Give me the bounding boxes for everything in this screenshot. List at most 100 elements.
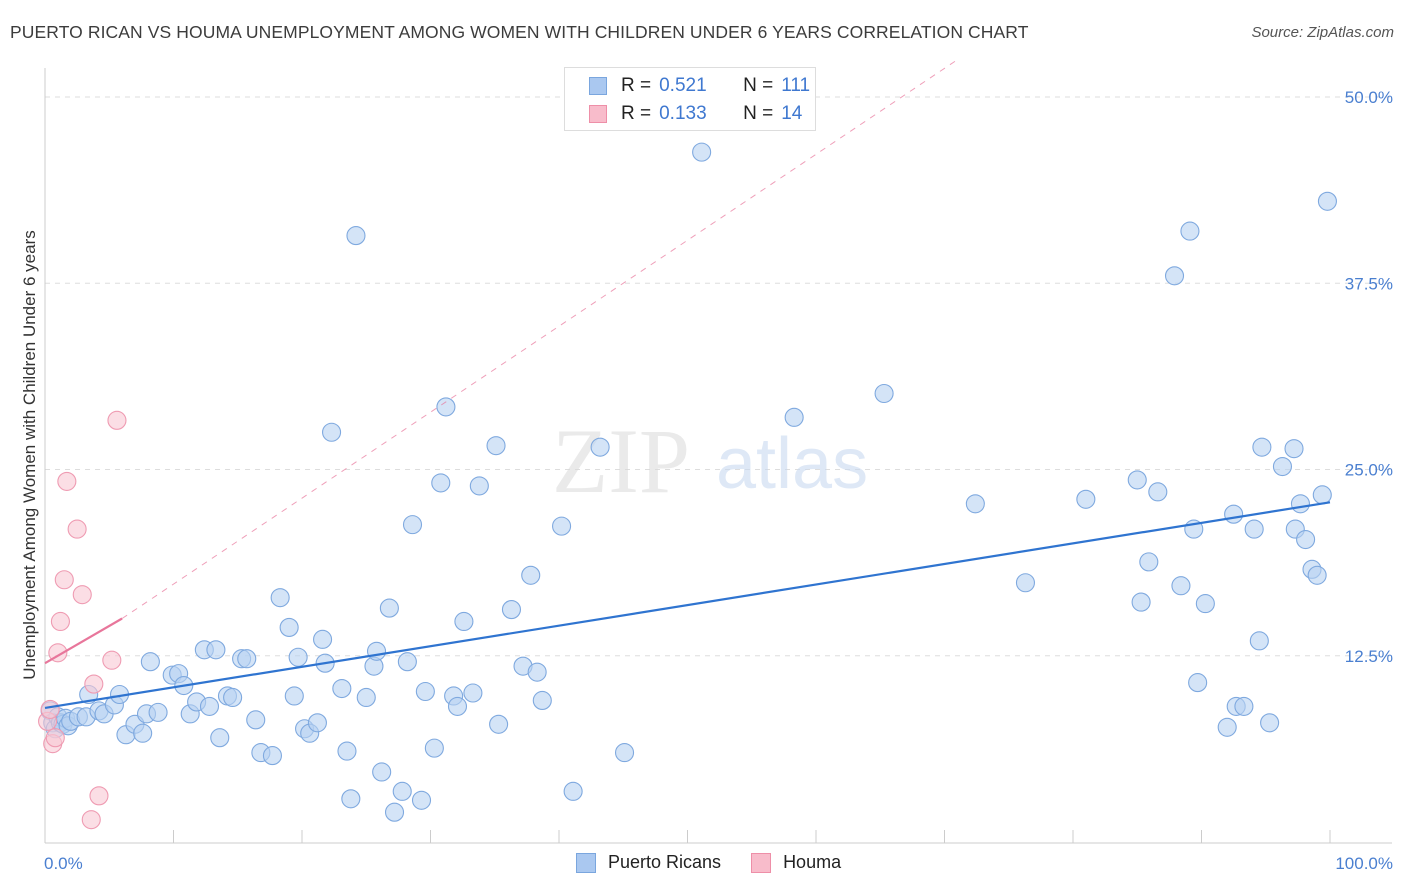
puerto-rican-point [965, 494, 985, 514]
puerto-rican-point [590, 437, 610, 457]
houma-points [38, 410, 127, 830]
legend-r-label: R = [621, 75, 652, 96]
legend-n-value: 111 [781, 75, 811, 96]
puerto-rican-point [332, 678, 352, 699]
source-credit: Source: ZipAtlas.com [1251, 24, 1394, 41]
chart-title: PUERTO RICAN VS HOUMA UNEMPLOYMENT AMONG… [10, 22, 1029, 42]
legend-r-label: R = [621, 103, 652, 124]
puerto-rican-point [447, 696, 468, 716]
houma-trend-extension [121, 59, 958, 619]
series-legend: Puerto Ricans Houma [576, 852, 871, 873]
series-swatch-pink [751, 852, 772, 873]
puerto-rican-point [1252, 437, 1272, 457]
puerto-rican-point [210, 728, 230, 748]
series-name: Puerto Ricans [608, 852, 722, 872]
puerto-rican-point [402, 515, 423, 535]
houma-point [54, 570, 74, 590]
puerto-rican-point [1148, 482, 1168, 502]
puerto-rican-point [140, 652, 160, 672]
puerto-rican-point [1180, 221, 1200, 241]
puerto-rican-point [148, 702, 168, 722]
puerto-rican-point [501, 600, 522, 620]
legend-swatch-pink [589, 105, 607, 123]
puerto-rican-point [552, 516, 572, 536]
puerto-rican-point [366, 641, 387, 661]
puerto-rican-point [307, 713, 327, 733]
puerto-rican-point [341, 789, 361, 809]
puerto-rican-point [415, 681, 435, 702]
houma-point [84, 674, 104, 694]
puerto-rican-point [431, 473, 451, 493]
puerto-rican-point [356, 687, 376, 708]
puerto-rican-point [563, 781, 583, 801]
puerto-rican-point [237, 649, 257, 669]
legend-n-label: N = [743, 103, 774, 124]
puerto-rican-point [874, 383, 894, 404]
puerto-rican-point [1076, 489, 1096, 509]
puerto-rican-point [1171, 576, 1191, 596]
puerto-rican-point [397, 652, 417, 672]
puerto-rican-point [1296, 529, 1316, 550]
houma-point [72, 585, 92, 605]
puerto-rican-point [133, 723, 153, 743]
legend-r-value: 0.133 [659, 103, 707, 124]
puerto-rican-point [1217, 717, 1237, 737]
houma-point [107, 410, 127, 430]
puerto-rican-point [411, 790, 432, 810]
puerto-rican-point [784, 407, 804, 427]
puerto-rican-point [206, 640, 226, 660]
series-legend-houma[interactable]: Houma [751, 852, 841, 873]
puerto-rican-point [527, 662, 547, 682]
legend-n-value: 14 [781, 103, 803, 124]
houma-point [89, 786, 109, 806]
puerto-rican-point [1317, 191, 1337, 211]
puerto-rican-point [1244, 519, 1264, 539]
legend-swatch-blue [589, 77, 607, 95]
gridlines [45, 96, 1392, 657]
x-tick-label: 100.0% [1335, 854, 1393, 873]
correlation-legend: R = 0.521 N = 111 R = 0.133 N = 14 [564, 67, 816, 131]
puerto-rican-point [1127, 470, 1147, 490]
puerto-rican-point [379, 598, 399, 618]
legend-row-puerto-ricans: R = 0.521 N = 111 [589, 74, 810, 98]
puerto-rican-point [454, 611, 474, 632]
puerto-rican-point [532, 690, 552, 711]
puerto-rican-point [199, 696, 220, 716]
puerto-rican-point [223, 687, 243, 708]
tick-labels: 12.5% 25.0% 37.5% 50.0% 0.0% 100.0% [44, 88, 1393, 873]
puerto-rican-point [284, 686, 304, 706]
puerto-rican-point [1164, 266, 1185, 286]
series-legend-puerto-ricans[interactable]: Puerto Ricans [576, 852, 721, 873]
puerto-rican-point [1312, 485, 1332, 505]
puerto-rican-point [322, 422, 342, 442]
puerto-rican-point [1131, 592, 1151, 612]
puerto-rican-point [463, 683, 483, 703]
puerto-rican-point [1224, 504, 1244, 524]
houma-point [45, 728, 65, 748]
puerto-rican-point [1290, 494, 1310, 514]
y-tick-label: 50.0% [1345, 88, 1393, 107]
puerto-rican-point [1284, 439, 1304, 459]
puerto-rican-point [313, 629, 333, 649]
puerto-rican-point [392, 781, 412, 801]
puerto-rican-point [1139, 552, 1159, 572]
houma-point [67, 519, 87, 539]
puerto-rican-point [270, 588, 290, 608]
y-tick-label: 37.5% [1345, 274, 1393, 293]
puerto-rican-point [469, 476, 489, 496]
series-swatch-blue [576, 852, 596, 873]
puerto-rican-point [384, 802, 405, 822]
puerto-rican-point [1272, 456, 1293, 477]
puerto-rican-point [1260, 713, 1280, 733]
houma-point [50, 611, 70, 632]
puerto-rican-point [424, 738, 444, 758]
puerto-rican-point [489, 714, 509, 734]
puerto-rican-point [1234, 696, 1254, 716]
legend-r-value: 0.521 [659, 75, 707, 96]
puerto-rican-point [337, 741, 357, 761]
puerto-rican-point [614, 743, 635, 763]
watermark-zip: ZIP [552, 410, 690, 512]
series-name: Houma [783, 852, 842, 872]
houma-trend-line [44, 617, 123, 665]
